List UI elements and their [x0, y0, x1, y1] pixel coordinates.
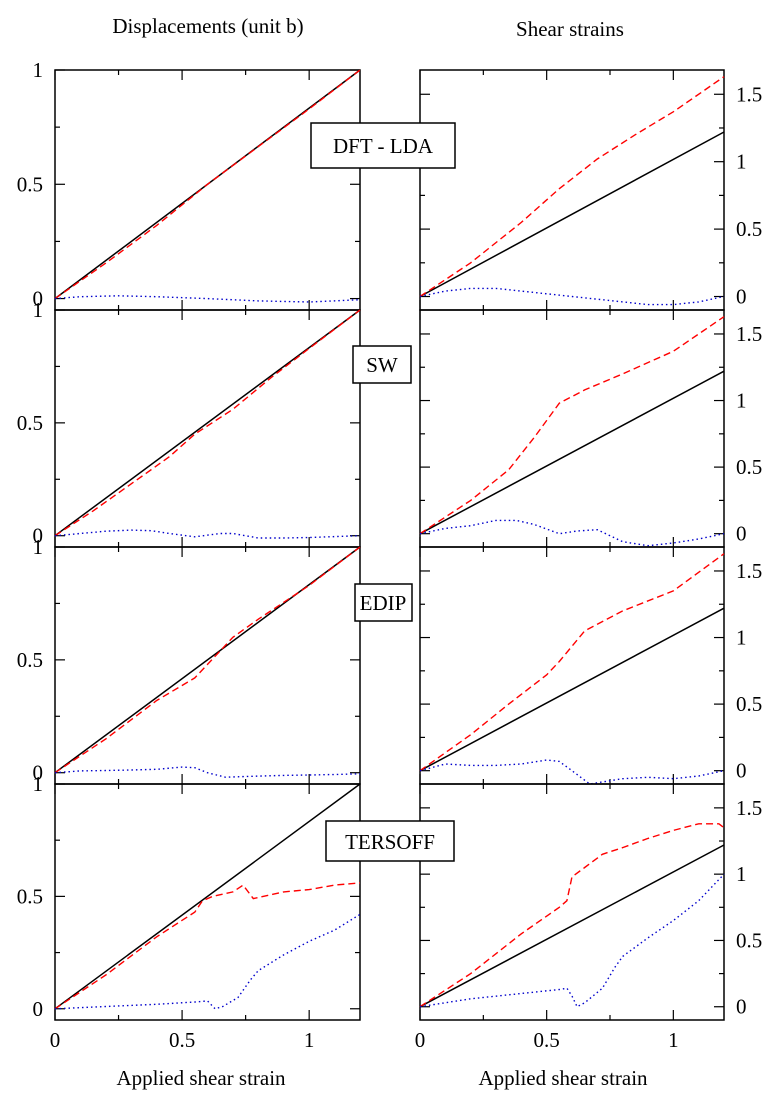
blue-dotted-series: [54, 766, 361, 778]
right-column-title: Shear strains: [516, 17, 624, 41]
panel-shear_strains-3: 0 0.5 1 1.5: [419, 546, 762, 785]
label-text: DFT - LDA: [333, 134, 434, 158]
x-tick-label: 1: [304, 1028, 315, 1052]
panel-displacements-2: 00.51: [17, 298, 361, 548]
blue-dotted-series: [419, 873, 725, 1008]
plot-frame: [54, 783, 361, 1021]
y-tick-label: 0: [736, 995, 747, 1019]
black-solid-series: [419, 607, 725, 772]
potential-label-tersoff: TERSOFF: [325, 820, 455, 862]
plot-frame: [419, 309, 725, 548]
black-solid-series: [419, 844, 725, 1008]
plot-frame: [419, 69, 725, 311]
y-tick-label: 1.5: [736, 559, 762, 583]
red-dashed-series: [419, 553, 725, 772]
x-tick-label: 0: [50, 1028, 61, 1052]
black-solid-series: [54, 309, 361, 537]
red-dashed-series: [54, 882, 361, 1010]
y-tick-label: 1: [33, 298, 44, 322]
blue-dotted-series: [54, 913, 361, 1010]
y-tick-label: 1.5: [736, 82, 762, 106]
red-dashed-series: [419, 76, 725, 298]
y-tick-label: 1.5: [736, 796, 762, 820]
plot-frame: [419, 783, 725, 1021]
x-tick-label: 0.5: [169, 1028, 195, 1052]
y-tick-label: 1: [736, 626, 747, 650]
y-tick-label: 0: [33, 761, 44, 785]
blue-dotted-series: [419, 287, 725, 306]
y-tick-label: 0: [736, 522, 747, 546]
panel-displacements-1: 00.51: [17, 58, 361, 311]
label-box: [354, 583, 413, 622]
black-solid-series: [54, 783, 361, 1010]
plot-frame: [54, 546, 361, 785]
black-solid-series: [419, 131, 725, 298]
y-tick-label: 0.5: [736, 928, 762, 952]
x-axis-title-right: Applied shear strain: [478, 1066, 648, 1090]
potential-label-edip: EDIP: [354, 583, 413, 622]
panel-shear_strains-4: 0 0.5 1 1.5 0 0.5 1: [415, 783, 762, 1052]
y-tick-label: 0.5: [17, 172, 43, 196]
label-text: SW: [366, 353, 398, 377]
y-tick-label: 1: [736, 150, 747, 174]
y-tick-label: 0.5: [17, 648, 43, 672]
blue-dotted-series: [419, 759, 725, 785]
label-text: TERSOFF: [345, 830, 435, 854]
x-tick-label: 1: [668, 1028, 679, 1052]
y-tick-label: 1.5: [736, 322, 762, 346]
y-tick-label: 0.5: [17, 884, 43, 908]
shear-strain-panels: 0 0.5 1 1.5 0 0.5 1 1.5 0 0.5 1 1.5 0 0.5 1 1.5 0 0.5 1: [415, 69, 762, 1052]
red-dashed-series: [54, 309, 361, 537]
panel-displacements-4: 0 0.5 1 0 0.5 1: [17, 772, 361, 1052]
black-solid-series: [419, 370, 725, 535]
plot-frame: [54, 69, 361, 311]
red-dashed-series: [419, 316, 725, 535]
x-tick-label: 0: [415, 1028, 426, 1052]
potential-labels: DFT - LDA SW EDIP TERSOFF: [310, 122, 456, 862]
y-tick-label: 1: [736, 389, 747, 413]
panel-displacements-3: 00.51: [17, 535, 361, 785]
y-tick-label: 1: [736, 862, 747, 886]
label-box: [310, 122, 456, 169]
y-tick-label: 1: [33, 535, 44, 559]
blue-dotted-series: [54, 529, 361, 539]
x-tick-label: 0.5: [534, 1028, 560, 1052]
y-tick-label: 0: [33, 524, 44, 548]
red-dashed-series: [54, 546, 361, 774]
y-tick-label: 1: [33, 772, 44, 796]
y-tick-label: 1: [33, 58, 44, 82]
y-tick-label: 0.5: [736, 217, 762, 241]
plot-frame: [419, 546, 725, 785]
y-tick-label: 0: [736, 285, 747, 309]
blue-dotted-series: [54, 295, 361, 303]
y-tick-label: 0: [33, 997, 44, 1021]
label-box: [325, 820, 455, 862]
potential-label-dft-lda: DFT - LDA: [310, 122, 456, 169]
red-dashed-series: [54, 69, 361, 300]
black-solid-series: [54, 546, 361, 774]
blue-dotted-series: [419, 519, 725, 547]
label-text: EDIP: [360, 591, 407, 615]
potential-label-sw: SW: [352, 345, 412, 384]
y-tick-label: 0.5: [736, 455, 762, 479]
left-column-title: Displacements (unit b): [112, 14, 303, 38]
x-axis-title-left: Applied shear strain: [116, 1066, 286, 1090]
y-tick-label: 0: [33, 287, 44, 311]
label-box: [352, 345, 412, 384]
y-tick-label: 0.5: [736, 692, 762, 716]
y-tick-label: 0: [736, 759, 747, 783]
red-dashed-series: [419, 823, 725, 1008]
panel-shear_strains-1: 0 0.5 1 1.5: [419, 69, 762, 311]
y-tick-label: 0.5: [17, 411, 43, 435]
panel-shear_strains-2: 0 0.5 1 1.5: [419, 309, 762, 548]
plot-frame: [54, 309, 361, 548]
